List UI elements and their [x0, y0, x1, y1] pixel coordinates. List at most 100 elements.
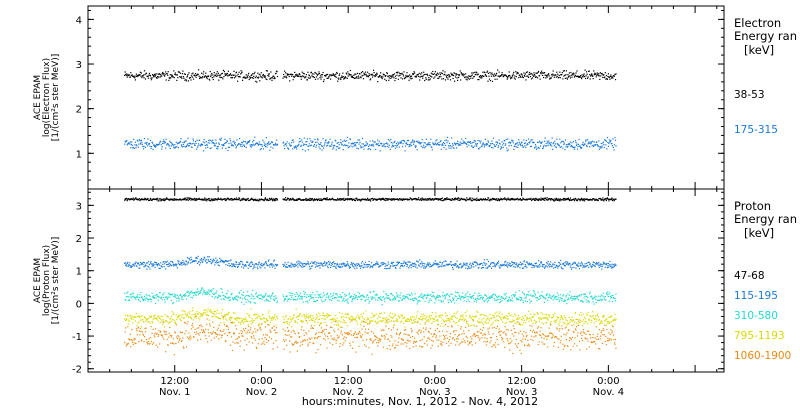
data-point: [408, 139, 410, 142]
data-point: [352, 77, 354, 79]
data-point: [384, 146, 386, 148]
data-point: [225, 142, 227, 144]
data-point: [269, 77, 271, 79]
data-point: [184, 140, 186, 142]
data-point: [475, 143, 477, 145]
data-point: [155, 302, 157, 305]
data-point: [342, 198, 344, 200]
data-point: [424, 142, 426, 144]
data-point: [471, 72, 473, 74]
data-point: [428, 300, 430, 302]
data-point: [158, 263, 160, 265]
data-point: [548, 263, 550, 265]
data-point: [583, 144, 585, 146]
data-point: [521, 262, 523, 264]
data-point: [330, 293, 332, 295]
data-point: [544, 74, 546, 76]
data-point: [372, 297, 374, 299]
data-point: [581, 263, 583, 265]
data-point: [498, 265, 500, 267]
data-point: [262, 199, 264, 201]
data-point: [605, 144, 607, 146]
data-point: [289, 295, 291, 297]
data-point: [238, 71, 240, 73]
data-point: [451, 73, 453, 76]
data-point: [363, 73, 366, 75]
data-point: [540, 145, 542, 147]
data-point: [375, 263, 377, 265]
data-point: [162, 142, 164, 144]
data-point: [543, 197, 545, 199]
data-point: [354, 73, 356, 75]
data-point: [195, 76, 197, 78]
data-point: [250, 146, 252, 148]
data-point: [312, 200, 314, 202]
data-point: [266, 299, 268, 301]
data-point: [127, 199, 129, 201]
data-point: [362, 146, 364, 148]
data-point: [182, 263, 184, 265]
data-point: [304, 265, 306, 267]
data-point: [199, 139, 201, 141]
data-point: [588, 141, 590, 143]
data-point: [229, 138, 231, 140]
data-point: [157, 73, 159, 75]
data-point: [228, 265, 231, 267]
data-point: [266, 146, 268, 148]
data-point: [325, 198, 327, 200]
data-point: [586, 73, 588, 75]
data-point: [137, 146, 139, 148]
data-point: [476, 72, 478, 74]
data-point: [409, 74, 411, 76]
data-point: [262, 139, 264, 141]
data-point: [407, 144, 409, 146]
data-point: [497, 262, 499, 264]
data-point: [343, 78, 345, 80]
data-point: [151, 141, 153, 143]
data-point: [254, 302, 256, 304]
data-point: [365, 299, 367, 301]
data-point: [262, 74, 264, 76]
data-point: [517, 264, 519, 266]
data-point: [164, 200, 166, 202]
data-point: [146, 198, 149, 200]
data-point: [559, 294, 561, 296]
data-point: [241, 146, 243, 148]
data-point: [154, 266, 156, 269]
data-point: [252, 73, 254, 75]
data-point: [214, 143, 216, 145]
data-point: [275, 297, 278, 299]
data-point: [465, 293, 467, 295]
data-point: [457, 297, 459, 300]
data-point: [384, 300, 386, 302]
data-point: [597, 73, 599, 75]
data-point: [172, 301, 174, 304]
data-point: [205, 147, 207, 149]
data-point: [191, 261, 193, 263]
data-point: [145, 293, 147, 295]
data-point: [409, 145, 411, 147]
data-point: [482, 198, 484, 200]
data-point: [217, 74, 219, 76]
data-point: [249, 140, 251, 142]
data-point: [606, 137, 608, 139]
data-point: [513, 263, 515, 265]
data-point: [477, 198, 479, 201]
data-point: [377, 262, 379, 264]
data-point: [425, 294, 427, 296]
data-point: [174, 199, 176, 201]
data-point: [585, 140, 587, 142]
data-point: [560, 146, 562, 148]
data-point: [315, 144, 318, 146]
data-point: [250, 75, 252, 77]
data-point: [526, 75, 528, 77]
data-point: [568, 200, 570, 202]
data-point: [567, 262, 569, 264]
data-point: [292, 292, 294, 295]
data-point: [142, 299, 144, 301]
data-point: [591, 74, 593, 76]
data-point: [408, 267, 410, 269]
data-point: [380, 296, 382, 298]
data-point: [584, 69, 586, 71]
data-point: [158, 143, 160, 145]
